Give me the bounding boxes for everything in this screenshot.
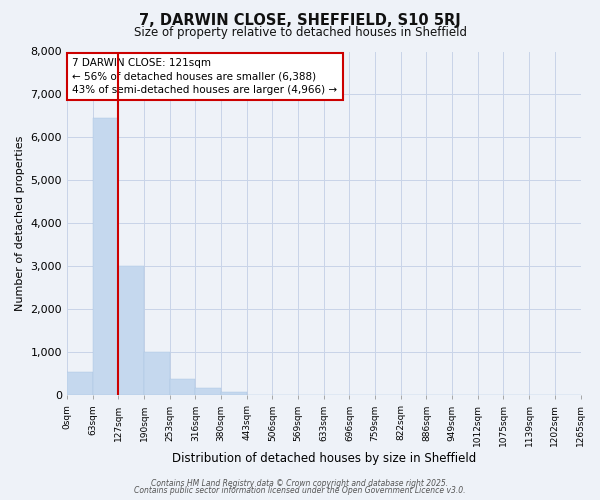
Bar <box>93 118 118 396</box>
Bar <box>170 379 196 396</box>
X-axis label: Distribution of detached houses by size in Sheffield: Distribution of detached houses by size … <box>172 452 476 465</box>
Bar <box>144 352 170 396</box>
Bar <box>221 392 247 396</box>
Y-axis label: Number of detached properties: Number of detached properties <box>15 136 25 311</box>
Bar <box>67 372 93 396</box>
Text: Size of property relative to detached houses in Sheffield: Size of property relative to detached ho… <box>133 26 467 39</box>
Text: Contains HM Land Registry data © Crown copyright and database right 2025.: Contains HM Land Registry data © Crown c… <box>151 478 449 488</box>
Bar <box>118 266 144 396</box>
Text: 7 DARWIN CLOSE: 121sqm
← 56% of detached houses are smaller (6,388)
43% of semi-: 7 DARWIN CLOSE: 121sqm ← 56% of detached… <box>72 58 337 95</box>
Bar <box>196 388 221 396</box>
Text: Contains public sector information licensed under the Open Government Licence v3: Contains public sector information licen… <box>134 486 466 495</box>
Text: 7, DARWIN CLOSE, SHEFFIELD, S10 5RJ: 7, DARWIN CLOSE, SHEFFIELD, S10 5RJ <box>139 12 461 28</box>
